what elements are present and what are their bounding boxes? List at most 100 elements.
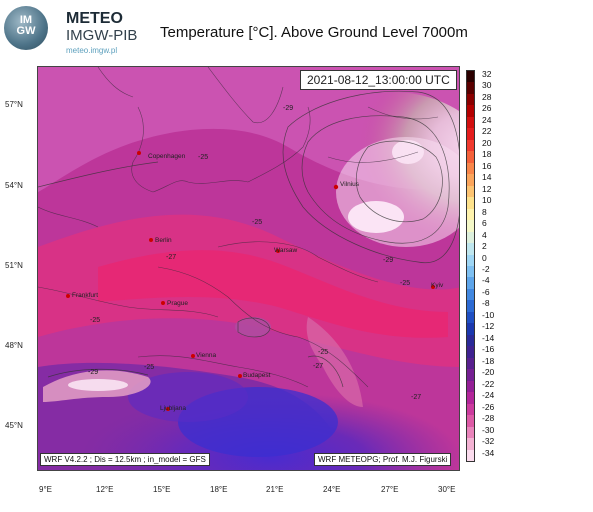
colorbar-segment xyxy=(467,334,474,347)
colorbar-tick-label: -18 xyxy=(482,355,495,366)
city-label: Warsaw xyxy=(274,247,298,254)
colorbar-segment xyxy=(467,311,474,324)
colorbar-segment xyxy=(467,323,474,336)
colorbar-tick-label: 32 xyxy=(482,69,492,79)
lat-tick: 51°N xyxy=(5,261,23,270)
contour-label: -25 xyxy=(252,219,263,226)
temperature-map[interactable]: Copenhagen Vilnius Berlin Warsaw Frankfu… xyxy=(37,66,460,471)
colorbar-tick-label: -16 xyxy=(482,344,495,355)
colorbar-tick-label: 24 xyxy=(482,114,492,125)
colorbar-tick-label: 30 xyxy=(482,80,492,91)
temperature-field xyxy=(38,67,459,470)
colorbar-segment xyxy=(467,254,474,267)
lon-tick: 12°E xyxy=(96,485,114,494)
colorbar-tick-label: 2 xyxy=(482,241,487,252)
colorbar-segment xyxy=(467,139,474,152)
lon-tick: 21°E xyxy=(266,485,284,494)
colorbar-tick-label: 8 xyxy=(482,206,487,217)
brand-url[interactable]: meteo.imgw.pl xyxy=(66,46,118,55)
colorbar-segment xyxy=(467,243,474,256)
credits-label: WRF METEOPG; Prof. M.J. Figurski xyxy=(314,453,452,466)
colorbar-segment xyxy=(467,266,474,278)
colorbar-tick-label: 20 xyxy=(482,137,492,148)
colorbar-segment xyxy=(467,151,474,164)
colorbar-segment xyxy=(467,300,474,313)
colorbar-segment xyxy=(467,392,474,405)
colorbar-tick-label: 26 xyxy=(482,103,492,114)
colorbar-segment xyxy=(467,380,474,393)
colorbar-tick-label: -2 xyxy=(482,264,490,274)
chart-title: Temperature [°C]. Above Ground Level 700… xyxy=(160,24,468,41)
colorbar-tick-label: -10 xyxy=(482,309,495,320)
contour-label: -25 xyxy=(198,154,209,161)
colorbar-tick-label: -26 xyxy=(482,401,495,412)
colorbar-tick-label: -12 xyxy=(482,321,495,332)
city-label: Kyiv xyxy=(431,282,444,289)
lat-tick: 48°N xyxy=(5,341,23,350)
city-label: Vienna xyxy=(196,352,217,359)
lon-tick: 24°E xyxy=(323,485,341,494)
colorbar-segment xyxy=(467,208,474,221)
colorbar-tick-label: -30 xyxy=(482,424,495,435)
colorbar-segment xyxy=(467,128,474,141)
colorbar-segment xyxy=(467,357,474,370)
colorbar-segment xyxy=(467,116,474,129)
lat-tick: 57°N xyxy=(5,100,23,109)
lat-tick: 54°N xyxy=(5,181,23,190)
lat-tick: 45°N xyxy=(5,421,23,430)
lon-tick: 30°E xyxy=(438,485,456,494)
colorbar-tick-label: -34 xyxy=(482,447,495,458)
contour-label: -29 xyxy=(283,105,294,112)
city-label: Ljubljana xyxy=(160,405,187,412)
colorbar-segment xyxy=(467,288,474,301)
colorbar-segment xyxy=(467,426,474,439)
colorbar-segment xyxy=(467,82,474,95)
contour-label: -29 xyxy=(88,369,99,376)
colorbar-segment xyxy=(467,277,474,290)
brand-block: METEO IMGW-PIB meteo.imgw.pl xyxy=(66,10,137,56)
city-label: Frankfurt xyxy=(72,292,99,299)
city-label: Prague xyxy=(167,300,188,307)
colorbar-tick-label: -8 xyxy=(482,298,490,309)
colorbar-tick-label: 0 xyxy=(482,252,487,263)
colorbar-segment xyxy=(467,231,474,244)
lon-tick: 27°E xyxy=(381,485,399,494)
city-label: Vilnius xyxy=(340,181,360,188)
temperature-colorbar xyxy=(466,70,475,462)
colorbar-tick-label: -22 xyxy=(482,378,495,389)
contour-label: -27 xyxy=(411,394,422,401)
colorbar-tick-label: 28 xyxy=(482,91,492,102)
colorbar-segment xyxy=(467,93,474,106)
imgw-logo-text: IM GW xyxy=(16,14,36,37)
model-info-label: WRF V4.2.2 ; Dis = 12.5km ; in_model = G… xyxy=(40,453,210,466)
lon-tick: 15°E xyxy=(153,485,171,494)
contour-label: -25 xyxy=(90,317,101,324)
colorbar-segment xyxy=(467,369,474,382)
imgw-logo xyxy=(4,6,48,50)
colorbar-tick-label: -32 xyxy=(482,436,495,447)
colorbar-segment xyxy=(467,174,474,187)
colorbar-tick-label: -6 xyxy=(482,286,490,297)
contour-label: -29 xyxy=(383,257,394,264)
colorbar-segment xyxy=(467,197,474,210)
colorbar-tick-label: 18 xyxy=(482,149,492,160)
city-label: Budapest xyxy=(243,372,271,379)
brand-subtitle: IMGW-PIB xyxy=(66,27,138,44)
colorbar-tick-label: 12 xyxy=(482,183,492,194)
colorbar-segment xyxy=(467,162,474,175)
colorbar-tick-label: 4 xyxy=(482,229,487,240)
city-label: Berlin xyxy=(155,237,172,244)
lon-tick: 9°E xyxy=(39,485,52,494)
colorbar-segment xyxy=(467,438,474,451)
colorbar-tick-label: 10 xyxy=(482,195,492,206)
lon-tick: 18°E xyxy=(210,485,228,494)
colorbar-segment xyxy=(467,105,474,118)
colorbar-segment xyxy=(467,185,474,198)
colorbar-segment xyxy=(467,403,474,416)
contour-label: -25 xyxy=(400,280,411,287)
brand-title: METEO xyxy=(66,10,123,27)
colorbar-segment xyxy=(467,346,474,359)
colorbar-tick-label: -14 xyxy=(482,332,495,343)
colorbar-segment xyxy=(467,415,474,428)
colorbar-tick-label: -20 xyxy=(482,367,495,378)
